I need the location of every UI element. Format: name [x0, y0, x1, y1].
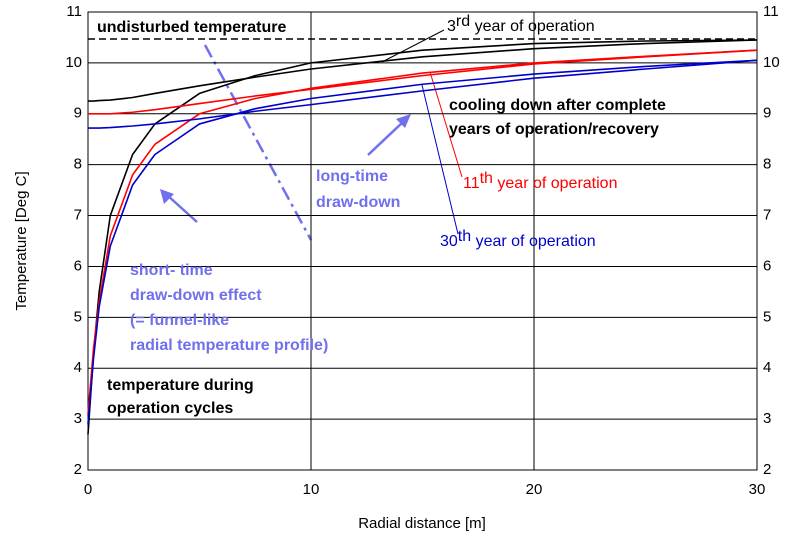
x-tick-label: 30: [749, 481, 766, 498]
y-tick-label: 3: [74, 410, 82, 427]
y-tick-label: 8: [74, 156, 82, 173]
y-tick-label: 6: [74, 257, 82, 274]
annotation: 3rd year of operation: [447, 13, 595, 35]
annotation-part: radial temperature profile): [130, 337, 328, 354]
plot-frame: [87, 11, 758, 471]
series-line: [87, 49, 758, 415]
x-axis-label: Radial distance [m]: [358, 515, 486, 532]
annotation-part: draw-down effect: [130, 287, 262, 304]
y-axis-label: Temperature [Deg C]: [13, 171, 30, 310]
annotation: draw-down: [316, 194, 400, 211]
y-tick-label: 5: [74, 308, 82, 325]
y-tick-label-right: 11: [763, 3, 779, 20]
y-tick-label-right: 3: [763, 410, 771, 427]
y-tick-label-right: 8: [763, 156, 771, 173]
series-line: [87, 39, 758, 435]
y-tick-label: 9: [74, 105, 82, 122]
annotation: undisturbed temperature: [97, 19, 286, 36]
annotation-part: th: [480, 170, 493, 187]
annotation-part: years of operation/recovery: [449, 121, 659, 138]
annotation-part: 30: [440, 233, 458, 250]
annotation-part: 11: [463, 175, 480, 192]
annotation: cooling down after complete: [449, 97, 666, 114]
annotation-part: year of operation: [471, 233, 596, 250]
annotation-part: rd: [456, 13, 470, 30]
y-tick-label-right: 10: [763, 54, 780, 71]
leader-line: [381, 29, 445, 63]
leader-lines: [160, 29, 463, 241]
arrow-head: [160, 189, 174, 204]
annotation-part: (= funnel-like: [130, 312, 229, 329]
series-line: [88, 39, 758, 102]
y-tick-label: 4: [74, 359, 82, 376]
annotation: 30th year of operation: [440, 228, 596, 250]
leader-line: [421, 84, 459, 235]
y-tick-label-right: 6: [763, 257, 771, 274]
y-tick-label: 11: [66, 3, 82, 20]
annotation-part: long-time: [316, 168, 388, 185]
annotation-part: undisturbed temperature: [97, 19, 286, 36]
x-tick-label: 0: [84, 481, 92, 498]
annotation-part: short- time: [130, 262, 213, 279]
annotation: draw-down effect: [130, 287, 262, 304]
annotation: temperature during: [107, 377, 254, 394]
series-line: [88, 49, 758, 115]
annotation-part: draw-down: [316, 194, 400, 211]
annotation-part: year of operation: [470, 18, 595, 35]
x-tick-label: 20: [526, 481, 543, 498]
annotation-part: 3: [447, 18, 456, 35]
y-tick-label-right: 4: [763, 359, 771, 376]
annotation-part: operation cycles: [107, 400, 233, 417]
y-tick-label-right: 2: [763, 461, 771, 478]
annotation-part: cooling down after complete: [449, 97, 666, 114]
annotation-part: temperature during: [107, 377, 254, 394]
annotation: years of operation/recovery: [449, 121, 659, 138]
annotation: short- time: [130, 262, 213, 279]
y-tick-label: 7: [74, 207, 82, 224]
series-line: [88, 59, 758, 129]
dash-dot-line: [203, 44, 313, 241]
x-tick-label: 10: [303, 481, 320, 498]
annotation: radial temperature profile): [130, 337, 328, 354]
annotation: (= funnel-like: [130, 312, 229, 329]
annotation-part: year of operation: [493, 175, 618, 192]
y-tick-label: 10: [65, 54, 82, 71]
annotation: long-time: [316, 168, 388, 185]
arrow-head: [396, 114, 411, 128]
y-tick-label-right: 9: [763, 105, 771, 122]
annotation-part: th: [458, 228, 471, 245]
y-tick-label: 2: [74, 461, 82, 478]
y-tick-label-right: 7: [763, 207, 771, 224]
arrow: [367, 120, 405, 156]
annotation: 11th year of operation: [463, 170, 617, 192]
arrow: [166, 194, 198, 223]
y-tick-label-right: 5: [763, 308, 771, 325]
annotation: operation cycles: [107, 400, 233, 417]
series-line: [87, 59, 758, 425]
